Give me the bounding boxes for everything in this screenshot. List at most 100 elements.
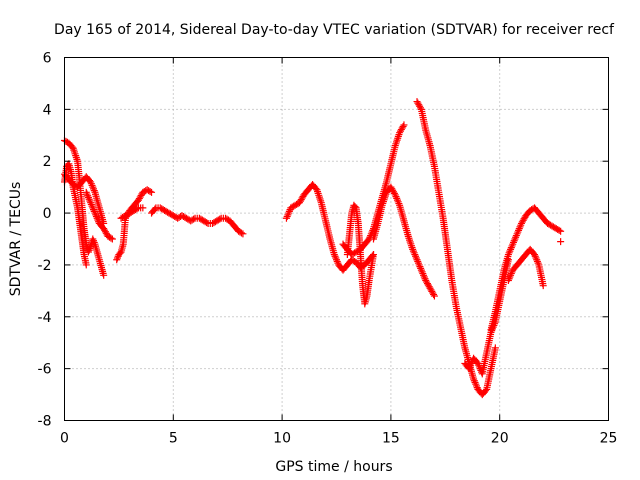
data-point [90, 207, 98, 215]
data-point [285, 209, 293, 217]
data-point [89, 204, 97, 212]
data-point [89, 183, 97, 191]
data-point [133, 205, 141, 213]
data-point [557, 227, 565, 235]
data-point [532, 254, 540, 262]
data-point [93, 214, 101, 222]
data-point [416, 263, 424, 271]
data-point [506, 273, 514, 281]
data-point [505, 275, 513, 283]
data-point [505, 249, 513, 257]
axis-ticks [64, 57, 609, 421]
data-point [412, 254, 420, 262]
data-point [531, 252, 539, 260]
data-point [420, 273, 428, 281]
data-point [87, 199, 95, 207]
data-point [471, 378, 479, 386]
series-sat-a [61, 136, 108, 279]
series-sat-h [282, 181, 377, 274]
data-point [430, 290, 438, 298]
x-tick-label: 25 [600, 431, 618, 447]
series-sat-g [148, 204, 247, 238]
y-tick-label: -2 [38, 258, 52, 274]
data-point [94, 216, 102, 224]
data-point [82, 188, 90, 196]
data-point [482, 387, 490, 395]
data-point [420, 271, 428, 279]
data-points [61, 98, 565, 399]
data-point [470, 377, 478, 385]
data-point [511, 235, 519, 243]
data-point [415, 261, 423, 269]
data-point [90, 185, 98, 193]
data-point [87, 200, 95, 208]
data-point [393, 196, 401, 204]
data-point [148, 188, 156, 196]
series-sat-n [487, 204, 565, 334]
series-sat-j [343, 201, 377, 308]
data-point [92, 211, 100, 219]
data-point [504, 251, 512, 259]
data-point [507, 245, 515, 253]
data-point [533, 257, 541, 265]
data-point [285, 207, 293, 215]
x-tick-label: 10 [273, 431, 291, 447]
data-point [391, 191, 399, 199]
x-tick-label: 0 [60, 431, 69, 447]
data-point [68, 143, 76, 151]
series-sat-e [113, 186, 156, 264]
data-point [504, 276, 512, 284]
data-point [107, 234, 115, 242]
data-point [475, 363, 483, 371]
data-point [413, 256, 421, 264]
data-point [472, 382, 480, 390]
data-point [491, 344, 499, 352]
x-tick-label: 20 [491, 431, 509, 447]
y-tick-label: 4 [43, 102, 52, 118]
data-point [108, 235, 116, 243]
data-point [83, 190, 91, 198]
data-point [87, 178, 95, 186]
data-point [409, 247, 417, 255]
data-point [514, 228, 522, 236]
data-point [88, 181, 96, 189]
data-point [512, 233, 520, 241]
data-point [283, 213, 291, 221]
data-point [82, 261, 90, 269]
data-point [333, 256, 340, 264]
tick-labels: 0 5 10 15 20 25 -8 -6 -4 -2 0 2 4 6 [38, 51, 618, 447]
y-tick-label: 2 [43, 154, 52, 170]
data-point [92, 213, 100, 221]
data-point [417, 264, 425, 272]
data-point [90, 238, 98, 246]
data-point [351, 203, 359, 211]
data-point [333, 257, 341, 265]
series-sat-o [504, 245, 547, 290]
data-point [100, 271, 108, 279]
data-point [239, 230, 247, 238]
data-point [90, 206, 98, 214]
data-point [516, 223, 524, 231]
data-point [507, 270, 515, 278]
data-point [90, 237, 98, 245]
data-point [555, 226, 563, 234]
data-point [411, 251, 419, 259]
data-point [409, 245, 417, 253]
data-point [216, 215, 224, 223]
y-tick-label: -6 [38, 362, 52, 378]
data-point [466, 363, 474, 371]
data-point [531, 251, 539, 259]
series-sat-p [557, 238, 565, 246]
data-point [465, 365, 473, 373]
series-sat-d [82, 188, 116, 243]
grid-lines [64, 57, 609, 421]
series-sat-f [117, 204, 147, 222]
data-point [472, 380, 480, 388]
y-tick-label: 0 [43, 206, 52, 222]
data-point [399, 122, 407, 130]
data-point [400, 121, 408, 129]
data-point [88, 202, 96, 210]
data-point [557, 238, 565, 246]
data-point [515, 225, 523, 233]
data-point [416, 104, 424, 112]
